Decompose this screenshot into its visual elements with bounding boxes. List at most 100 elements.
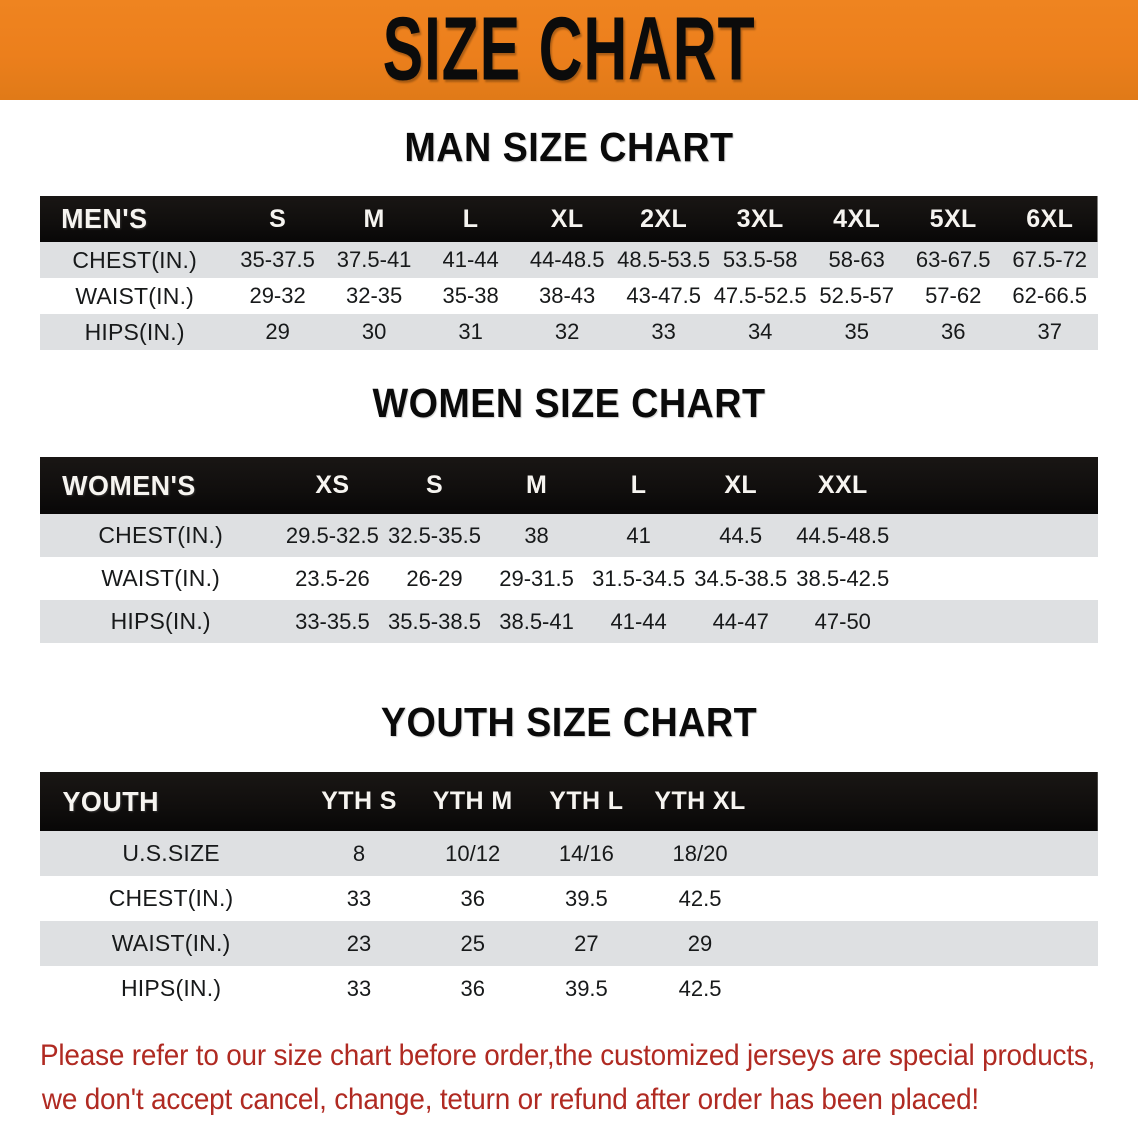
man-row-label-2: HIPS(IN.)	[84, 318, 185, 345]
youth-cell-empty-r2-c5	[871, 921, 985, 966]
women-size-header-l: L	[630, 471, 647, 499]
table-row: HIPS(IN.) 29 30 31 32 33 34 35 36 37	[40, 314, 1098, 350]
women-cell-r0-c2: 38	[524, 522, 549, 548]
youth-cell-empty-r3-c5	[871, 966, 985, 1011]
women-cell-empty-r0-c6	[894, 514, 996, 557]
youth-table-body: YOUTH YTH S YTH M YTH L YTH XL U.S.SIZE 8 10/12…	[40, 772, 1098, 1011]
youth-cell-r2-c1: 25	[460, 930, 485, 956]
youth-cell-empty-r0-c4	[757, 831, 871, 876]
banner-title: SIZE CHART	[382, 0, 756, 100]
man-cell-r0-c2: 41-44	[442, 247, 499, 272]
man-cell-r1-c2: 35-38	[442, 283, 499, 308]
women-corner-label: WOMEN'S	[62, 469, 196, 501]
women-size-header-m: M	[525, 471, 548, 499]
table-row: HIPS(IN.) 33 36 39.5 42.5	[40, 966, 1098, 1011]
youth-row-label-0: U.S.SIZE	[122, 840, 220, 866]
youth-cell-r3-c0: 33	[346, 975, 372, 1001]
youth-size-header-yth-xl: YTH XL	[654, 787, 746, 815]
table-row: HIPS(IN.) 33-35.5 35.5-38.5 38.5-41 41-44 44-…	[40, 600, 1098, 643]
man-size-header-l: L	[462, 204, 479, 233]
youth-cell-r2-c0: 23	[346, 930, 372, 956]
man-cell-r0-c8: 67.5-72	[1012, 247, 1088, 272]
disclaimer-line-2: we don't accept cancel, change, teturn o…	[41, 1083, 979, 1116]
man-cell-r0-c5: 53.5-58	[722, 247, 798, 272]
youth-cell-empty-r0-c6	[984, 831, 1098, 876]
youth-cell-r2-c3: 29	[687, 930, 713, 956]
youth-size-header-empty-6	[984, 772, 1098, 831]
man-cell-r1-c4: 43-47.5	[626, 283, 701, 308]
youth-size-header-empty-5	[871, 772, 985, 831]
women-cell-r1-c3: 31.5-34.5	[592, 565, 686, 591]
man-size-header-5xl: 5XL	[929, 204, 977, 233]
women-cell-r1-c1: 26-29	[406, 565, 463, 591]
women-cell-r0-c4: 44.5	[719, 522, 763, 548]
women-cell-r2-c5: 47-50	[814, 608, 871, 634]
youth-size-table: YOUTH YTH S YTH M YTH L YTH XL U.S.SIZE 8 10/12…	[40, 772, 1098, 1011]
man-cell-r1-c3: 38-43	[539, 283, 596, 308]
women-cell-r2-c1: 35.5-38.5	[387, 608, 481, 634]
youth-cell-r2-c2: 27	[574, 930, 599, 956]
man-cell-r0-c4: 48.5-53.5	[617, 247, 711, 272]
youth-cell-r3-c1: 36	[460, 975, 485, 1001]
women-size-header-empty-7	[996, 457, 1098, 514]
women-cell-empty-r0-c7	[996, 514, 1098, 557]
man-cell-r2-c3: 32	[554, 319, 580, 344]
youth-cell-r0-c1: 10/12	[445, 840, 501, 866]
women-cell-r2-c4: 44-47	[712, 608, 769, 634]
women-size-header-xs: XS	[315, 471, 350, 499]
women-cell-r1-c0: 23.5-26	[295, 565, 370, 591]
men-table-body: MEN'S S M L XL 2XL 3XL 4XL 5XL 6XL CHEST(IN.) 35-37…	[40, 196, 1098, 350]
women-size-header-empty-6	[894, 457, 996, 514]
women-size-header-xxl: XXL	[817, 471, 868, 499]
man-cell-r2-c8: 37	[1037, 319, 1062, 344]
youth-cell-empty-r2-c4	[757, 921, 871, 966]
men-size-table: MEN'S S M L XL 2XL 3XL 4XL 5XL 6XL CHEST(IN.) 35-37…	[40, 196, 1098, 350]
man-corner-label: MEN'S	[61, 203, 148, 234]
man-cell-r1-c7: 57-62	[925, 283, 982, 308]
man-header-row: MEN'S S M L XL 2XL 3XL 4XL 5XL 6XL	[40, 196, 1098, 242]
man-cell-r2-c2: 31	[458, 319, 483, 344]
man-cell-r2-c7: 36	[940, 319, 966, 344]
youth-size-header-yth-m: YTH M	[432, 787, 513, 815]
man-cell-r1-c5: 47.5-52.5	[713, 283, 807, 308]
man-cell-r1-c6: 52.5-57	[819, 283, 894, 308]
women-cell-empty-r2-c7	[996, 600, 1098, 643]
youth-cell-r0-c3: 18/20	[672, 840, 728, 866]
youth-cell-r3-c2: 39.5	[564, 975, 608, 1001]
youth-row-label-1: CHEST(IN.)	[108, 885, 234, 911]
man-cell-r0-c6: 58-63	[828, 247, 885, 272]
women-cell-empty-r1-c6	[894, 557, 996, 600]
youth-size-header-yth-l: YTH L	[549, 787, 624, 815]
man-cell-r2-c6: 35	[844, 319, 869, 344]
women-size-table: WOMEN'S XS S M L XL XXL CHEST(IN.) 29.5-32.5 32.5…	[40, 457, 1098, 643]
table-row: WAIST(IN.) 23.5-26 26-29 29-31.5 31.5-34.5 34…	[40, 557, 1098, 600]
youth-cell-empty-r1-c6	[984, 876, 1098, 921]
youth-cell-r1-c1: 36	[460, 885, 485, 911]
women-cell-r1-c2: 29-31.5	[499, 565, 574, 591]
man-cell-r2-c0: 29	[265, 319, 290, 344]
youth-row-label-3: HIPS(IN.)	[120, 975, 222, 1001]
youth-cell-empty-r2-c6	[984, 921, 1098, 966]
youth-cell-empty-r1-c5	[871, 876, 985, 921]
women-cell-r2-c2: 38.5-41	[499, 608, 574, 634]
man-cell-r2-c5: 34	[747, 319, 773, 344]
youth-cell-empty-r1-c4	[757, 876, 871, 921]
youth-cell-empty-r3-c6	[984, 966, 1098, 1011]
youth-cell-r0-c0: 8	[352, 840, 366, 866]
man-row-label-1: WAIST(IN.)	[75, 282, 195, 309]
man-size-header-2xl: 2XL	[640, 204, 688, 233]
man-cell-r0-c1: 37.5-41	[336, 247, 412, 272]
youth-cell-r0-c2: 14/16	[558, 840, 614, 866]
man-size-header-s: S	[269, 204, 287, 233]
man-size-header-xl: XL	[550, 204, 584, 233]
table-row: CHEST(IN.) 35-37.5 37.5-41 41-44 44-48.5 48.5…	[40, 242, 1098, 278]
youth-cell-empty-r0-c5	[871, 831, 985, 876]
women-cell-empty-r2-c6	[894, 600, 996, 643]
order-policy-disclaimer: Please refer to our size chart before or…	[40, 1034, 1095, 1122]
youth-cell-r3-c3: 42.5	[678, 975, 722, 1001]
man-cell-r0-c0: 35-37.5	[240, 247, 315, 272]
table-row: WAIST(IN.) 29-32 32-35 35-38 38-43 43-47.5 47.…	[40, 278, 1098, 314]
women-row-label-2: HIPS(IN.)	[110, 608, 211, 634]
women-cell-r2-c3: 41-44	[610, 608, 667, 634]
women-cell-r1-c4: 34.5-38.5	[694, 565, 788, 591]
